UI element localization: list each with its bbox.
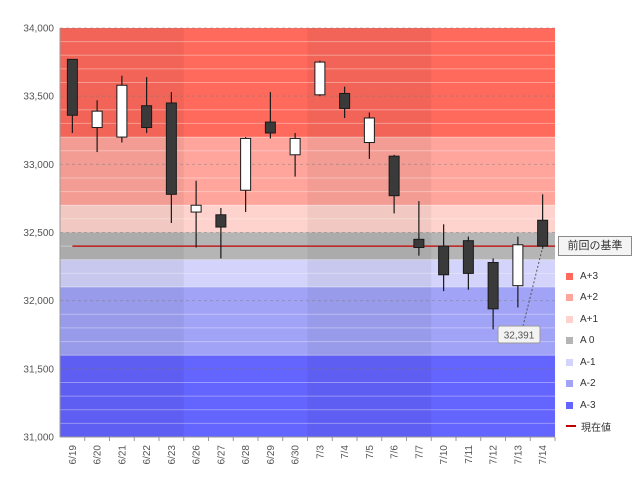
candle-body-up: [363, 117, 375, 144]
x-tick-label: 6/21: [117, 445, 128, 465]
legend-swatch: [566, 401, 573, 409]
candle-body-up: [314, 61, 326, 96]
candle-body-down: [462, 240, 474, 274]
x-tick-label: 7/12: [489, 445, 500, 465]
x-tick-label: 7/7: [414, 445, 425, 459]
candle-body-down: [66, 58, 78, 116]
candle-body-down: [413, 238, 425, 248]
legend-line-swatch: [566, 425, 576, 427]
legend-swatch: [566, 336, 573, 344]
candle-body-up: [91, 110, 103, 129]
x-tick-label: 7/5: [365, 445, 376, 459]
y-tick-label: 32,000: [23, 296, 54, 307]
legend-swatch: [566, 358, 573, 366]
candle-body-down: [438, 245, 450, 276]
x-tick-label: 7/11: [464, 445, 475, 464]
x-tick-label: 6/22: [142, 445, 153, 465]
legend-title: 前回の基準: [558, 236, 632, 256]
x-tick-label: 7/13: [513, 445, 524, 465]
legend-item-a-plus-3: A+3: [566, 269, 598, 283]
y-tick-label: 34,000: [23, 24, 54, 35]
legend-swatch: [566, 272, 573, 280]
x-tick-label: 7/4: [340, 445, 351, 459]
legend-label: A+3: [580, 270, 599, 282]
candle-body-up: [190, 204, 202, 213]
legend-item-a-minus-1: A-1: [566, 355, 596, 369]
y-tick-label: 31,000: [23, 433, 54, 444]
x-tick-label: 7/3: [315, 445, 326, 459]
x-tick-label: 6/20: [93, 445, 104, 465]
legend-label: A 0: [580, 334, 595, 346]
legend-swatch: [566, 379, 573, 387]
y-tick-label: 33,500: [23, 92, 54, 103]
legend-item-a-minus-2: A-2: [566, 376, 596, 390]
x-tick-label: 6/27: [216, 445, 227, 465]
y-tick-label: 33,000: [23, 160, 54, 171]
legend-item-a-minus-3: A-3: [566, 398, 596, 412]
candle-body-down: [388, 155, 400, 197]
x-tick-label: 7/14: [538, 445, 549, 465]
annotation-label: 32,391: [504, 331, 535, 342]
legend-item-current-value: 現在値: [566, 419, 611, 434]
legend-label: A-3: [580, 399, 596, 411]
x-tick-label: 6/19: [68, 445, 79, 465]
legend-label: A+2: [580, 291, 599, 303]
legend-label: A-2: [580, 377, 596, 389]
legend-swatch: [566, 315, 573, 323]
candle-body-down: [141, 105, 153, 129]
band-a-2: [60, 137, 555, 206]
legend-item-a-plus-2: A+2: [566, 290, 598, 304]
x-tick-label: 6/30: [291, 445, 302, 465]
annotation-leader: [522, 247, 544, 327]
x-tick-label: 7/10: [439, 445, 450, 465]
candle-body-up: [116, 84, 128, 138]
x-tick-label: 6/23: [167, 445, 178, 465]
legend-swatch: [566, 293, 573, 301]
legend-label: A+1: [580, 313, 599, 325]
candle-body-down: [215, 214, 227, 228]
week-shading: [307, 28, 432, 437]
annotation-box: [497, 325, 541, 344]
band-a-1: [60, 205, 555, 233]
band-a-2: [60, 287, 555, 356]
legend-label: 現在値: [581, 422, 611, 434]
y-tick-label: 32,500: [23, 228, 54, 239]
x-tick-label: 6/26: [192, 445, 203, 465]
legend-item-a-0: A 0: [566, 333, 594, 347]
candle-body-up: [289, 137, 301, 156]
legend-label: A-1: [580, 356, 596, 368]
candle-body-down: [537, 219, 549, 247]
candle-body-down: [165, 102, 177, 195]
x-tick-label: 6/29: [266, 445, 277, 465]
candle-body-down: [339, 92, 351, 109]
y-tick-label: 31,500: [23, 364, 54, 375]
x-tick-label: 6/28: [241, 445, 252, 465]
candle-body-up: [512, 244, 524, 287]
x-tick-label: 7/6: [390, 445, 401, 459]
candle-body-up: [240, 137, 252, 191]
candle-body-down: [264, 121, 276, 134]
legend-item-a-plus-1: A+1: [566, 312, 598, 326]
candle-body-down: [487, 261, 499, 310]
band-a-3: [60, 355, 555, 437]
